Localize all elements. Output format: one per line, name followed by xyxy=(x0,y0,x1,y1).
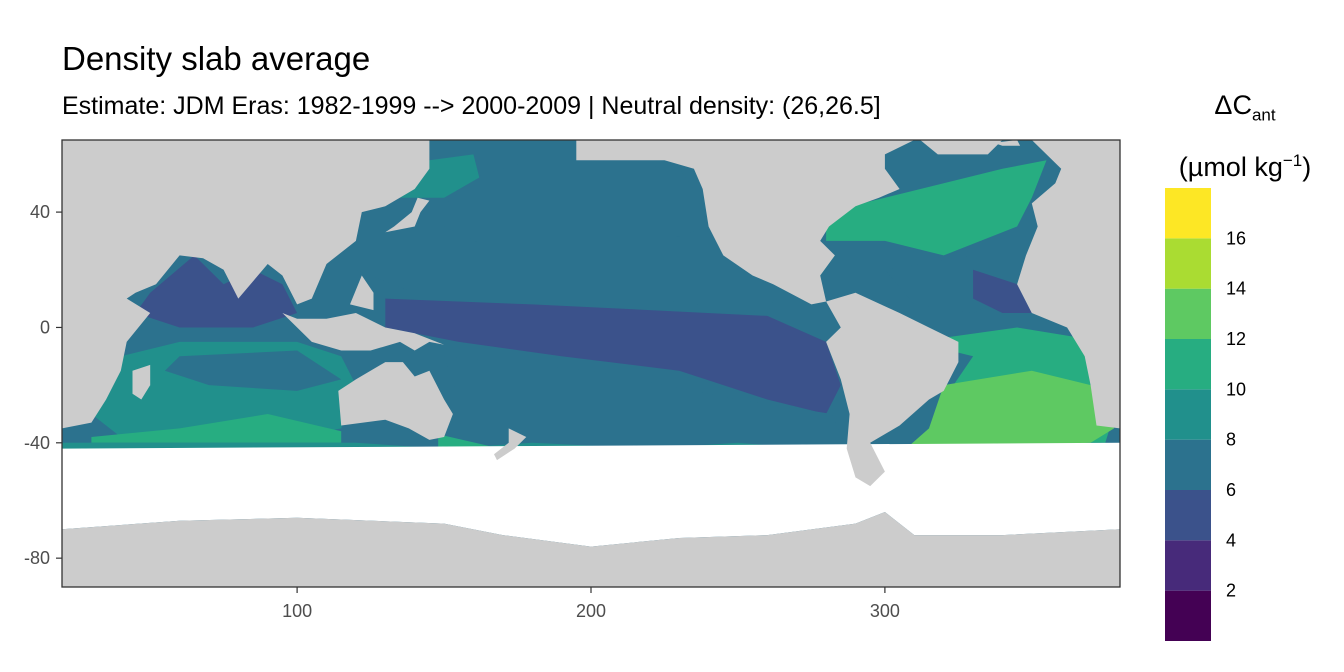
legend-break-label: 8 xyxy=(1226,430,1236,450)
land-new-zealand xyxy=(494,428,527,461)
land-japan xyxy=(385,197,430,233)
chart-subtitle: Estimate: JDM Eras: 1982-1999 --> 2000-2… xyxy=(62,92,881,120)
legend-title: ΔCant (µmol kg−1) xyxy=(1150,82,1340,190)
y-tick-label: 0 xyxy=(40,317,50,337)
land-north-america xyxy=(576,140,915,305)
x-tick-label: 300 xyxy=(870,601,900,621)
legend-unit-sup: −1 xyxy=(1282,151,1303,171)
legend-title-sub: ant xyxy=(1251,105,1276,125)
x-tick-label: 100 xyxy=(282,601,312,621)
x-tick-label: 200 xyxy=(576,601,606,621)
land-iceland xyxy=(993,140,1021,146)
legend-title-variable: ΔCant xyxy=(1150,82,1340,138)
y-tick-label: -40 xyxy=(24,433,50,453)
land-philippines xyxy=(350,275,374,311)
region-north-atlantic xyxy=(826,160,1047,256)
region-central-pacific xyxy=(355,235,782,313)
region-south-pacific xyxy=(444,356,847,449)
legend-swatch xyxy=(1165,339,1211,390)
legend-break-label: 6 xyxy=(1226,480,1236,500)
land-layer xyxy=(62,140,1120,587)
region-north-pacific xyxy=(444,160,709,247)
y-tick-label: 40 xyxy=(30,202,50,222)
chart-title: Density slab average xyxy=(62,40,371,77)
legend-swatch xyxy=(1165,490,1211,541)
land-europe-east xyxy=(1017,140,1120,429)
legend-swatch xyxy=(1165,389,1211,440)
legend-swatch xyxy=(1165,188,1211,239)
region-indian-south-green xyxy=(91,414,342,443)
legend-break-label: 10 xyxy=(1226,379,1246,399)
legend-unit-suffix: ) xyxy=(1302,152,1312,183)
land-antarctica xyxy=(62,512,1120,587)
legend-colorbar: 2 4 6 8 10 12 14 16 xyxy=(1165,188,1246,641)
land-indonesia xyxy=(282,313,445,351)
legend-title-unit: (µmol kg−1) xyxy=(1150,138,1340,190)
region-south-atlantic-green xyxy=(899,370,1115,455)
legend-break-label: 12 xyxy=(1226,329,1246,349)
land-africa-eurasia xyxy=(62,140,430,429)
land-greenland xyxy=(920,140,1003,155)
legend-swatch xyxy=(1165,540,1211,591)
land-australia xyxy=(338,362,453,440)
land-madagascar xyxy=(132,364,151,400)
legend-swatch xyxy=(1165,238,1211,289)
region-atlantic-tropical-blue xyxy=(973,269,1032,313)
region-okhotsk-teal xyxy=(400,154,480,198)
region-equatorial-pacific xyxy=(385,298,841,414)
legend-swatch xyxy=(1165,439,1211,490)
legend-break-label: 4 xyxy=(1226,530,1236,550)
legend-unit-prefix: (µmol kg xyxy=(1178,152,1283,183)
legend-title-main: ΔC xyxy=(1214,90,1252,120)
land-south-america xyxy=(826,292,959,487)
region-indian-mid-band xyxy=(164,350,342,391)
y-tick-label: -80 xyxy=(24,548,50,568)
legend-break-label: 16 xyxy=(1226,228,1246,248)
legend-swatch xyxy=(1165,590,1211,641)
legend-swatch xyxy=(1165,288,1211,339)
legend-break-label: 2 xyxy=(1226,581,1236,601)
legend-break-label: 14 xyxy=(1226,279,1246,299)
